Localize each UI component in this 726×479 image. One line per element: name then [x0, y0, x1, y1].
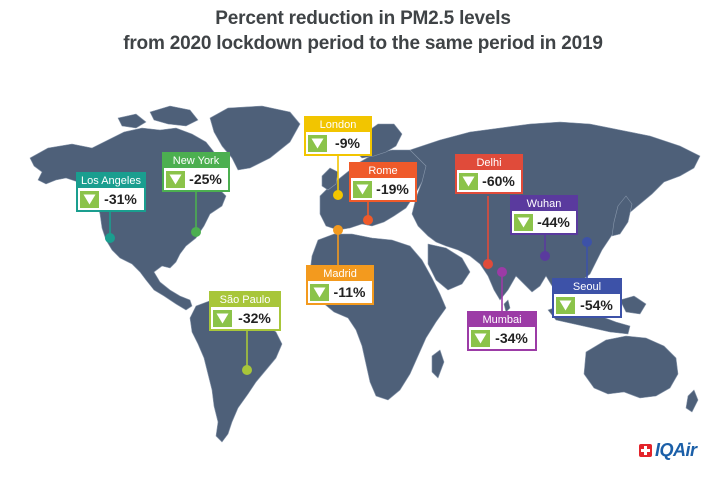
callout-wuhan: Wuhan -44%	[510, 195, 578, 235]
down-arrow-icon	[353, 180, 372, 198]
callout-delhi: Delhi -60%	[455, 154, 523, 194]
los-angeles-marker	[105, 233, 115, 243]
seoul-marker	[582, 237, 592, 247]
africa-landmass	[309, 233, 447, 401]
reduction-value: -11%	[333, 284, 366, 300]
down-arrow-icon	[213, 309, 232, 327]
delhi-marker	[483, 259, 493, 269]
australia-landmass	[583, 335, 679, 399]
down-arrow-icon	[514, 213, 533, 231]
new-york-marker	[191, 227, 201, 237]
city-label: Los Angeles	[78, 174, 144, 188]
reduction-value: -32%	[238, 310, 271, 326]
city-label: Madrid	[308, 267, 372, 281]
callout-mumbai: Mumbai -34%	[467, 311, 537, 351]
callout-sao-paulo: São Paulo -32%	[209, 291, 281, 331]
arctic-islands-landmass	[149, 105, 199, 127]
callout-new-york: New York -25%	[162, 152, 230, 192]
callout-madrid: Madrid -11%	[306, 265, 374, 305]
swiss-cross-icon	[639, 444, 652, 457]
down-arrow-icon	[308, 134, 327, 152]
down-arrow-icon	[471, 329, 490, 347]
down-arrow-icon	[80, 190, 99, 208]
city-label: São Paulo	[211, 293, 279, 307]
sao-paulo-marker	[242, 365, 252, 375]
wuhan-marker	[540, 251, 550, 261]
madagascar-landmass	[431, 349, 445, 379]
down-arrow-icon	[459, 172, 478, 190]
arabia-landmass	[427, 243, 471, 291]
reduction-value: -60%	[482, 173, 515, 189]
callout-rome: Rome -19%	[349, 162, 417, 202]
title-line-2: from 2020 lockdown period to the same pe…	[123, 33, 603, 54]
london-marker	[333, 190, 343, 200]
chart-title: Percent reduction in PM2.5 levels from 2…	[0, 6, 726, 56]
logo-brand-text: IQAir	[655, 440, 697, 460]
city-label: Wuhan	[512, 197, 576, 211]
reduction-value: -25%	[189, 171, 222, 187]
rome-marker	[363, 215, 373, 225]
city-label: Mumbai	[469, 313, 535, 327]
mumbai-marker	[497, 267, 507, 277]
city-label: London	[306, 118, 370, 132]
city-label: Rome	[351, 164, 415, 178]
reduction-value: -44%	[537, 214, 570, 230]
iqair-logo: IQAir	[639, 440, 697, 461]
callout-los-angeles: Los Angeles -31%	[76, 172, 146, 212]
city-label: Delhi	[457, 156, 521, 170]
reduction-value: -9%	[335, 135, 360, 151]
reduction-value: -34%	[495, 330, 528, 346]
callout-london: London -9%	[304, 116, 372, 156]
down-arrow-icon	[310, 283, 329, 301]
city-label: Seoul	[554, 280, 620, 294]
new-zealand-landmass	[685, 389, 699, 413]
greenland-landmass	[209, 105, 301, 171]
down-arrow-icon	[166, 170, 185, 188]
reduction-value: -31%	[104, 191, 137, 207]
city-label: New York	[164, 154, 228, 168]
callout-seoul: Seoul -54%	[552, 278, 622, 318]
madrid-marker	[333, 225, 343, 235]
down-arrow-icon	[556, 296, 575, 314]
title-line-1: Percent reduction in PM2.5 levels	[215, 8, 511, 29]
japan-landmass	[611, 195, 633, 237]
reduction-value: -19%	[376, 181, 409, 197]
reduction-value: -54%	[580, 297, 613, 313]
british-isles-landmass	[321, 167, 339, 191]
